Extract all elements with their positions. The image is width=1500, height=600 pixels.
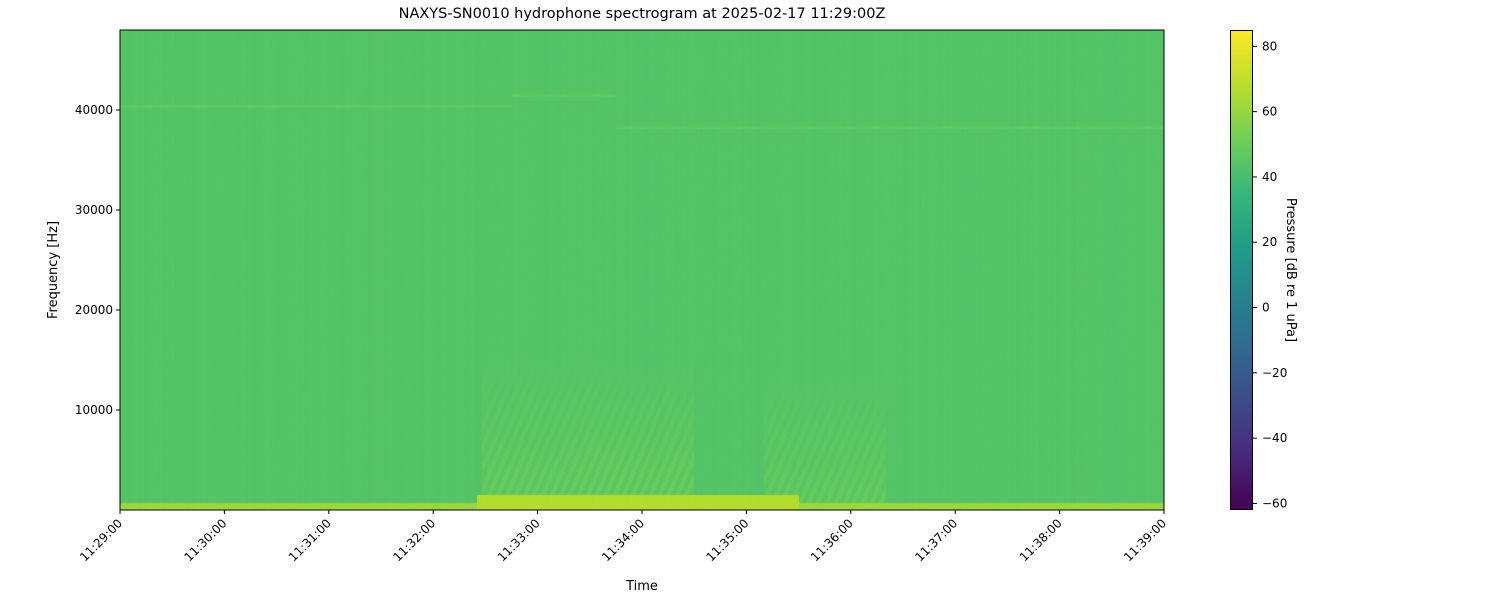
spectrogram-tone-0 [120,105,512,108]
y-tick-label: 40000 [75,103,113,117]
spectrogram-broadband-6 [590,365,694,510]
colorbar-tick-label: −40 [1262,431,1287,445]
spectrogram-tone-1 [512,94,616,97]
x-tick-label: 11:31:00 [286,516,334,564]
y-tick-label: 10000 [75,403,113,417]
y-tick-label: 30000 [75,203,113,217]
colorbar-label: Pressure [dB re 1 uPa] [1283,198,1298,342]
colorbar [1230,30,1253,510]
x-tick-label: 11:32:00 [390,516,438,564]
spectrogram-tone-2 [616,126,1164,129]
colorbar-tick-label: 20 [1262,235,1277,249]
spectrogram-broadband-7 [764,375,886,510]
colorbar-tick-label: 40 [1262,170,1277,184]
x-axis-label: Time [625,579,658,594]
colorbar-tick-label: −60 [1262,496,1287,510]
x-tick-label: 11:37:00 [912,516,960,564]
y-axis-label: Frequency [Hz] [46,221,61,319]
y-tick-label: 20000 [75,303,113,317]
x-tick-label: 11:34:00 [599,516,647,564]
x-tick-label: 11:36:00 [808,516,856,564]
colorbar-tick-label: −20 [1262,366,1287,380]
colorbar-tick-label: 60 [1262,105,1277,119]
x-tick-label: 11:35:00 [704,516,752,564]
colorbar-tick-label: 80 [1262,39,1277,53]
x-tick-label: 11:30:00 [182,516,230,564]
colorbar-tick-label: 0 [1262,301,1270,315]
x-tick-label: 11:38:00 [1017,516,1065,564]
x-tick-label: 11:39:00 [1121,516,1169,564]
x-tick-label: 11:29:00 [77,516,125,564]
x-tick-label: 11:33:00 [495,516,543,564]
